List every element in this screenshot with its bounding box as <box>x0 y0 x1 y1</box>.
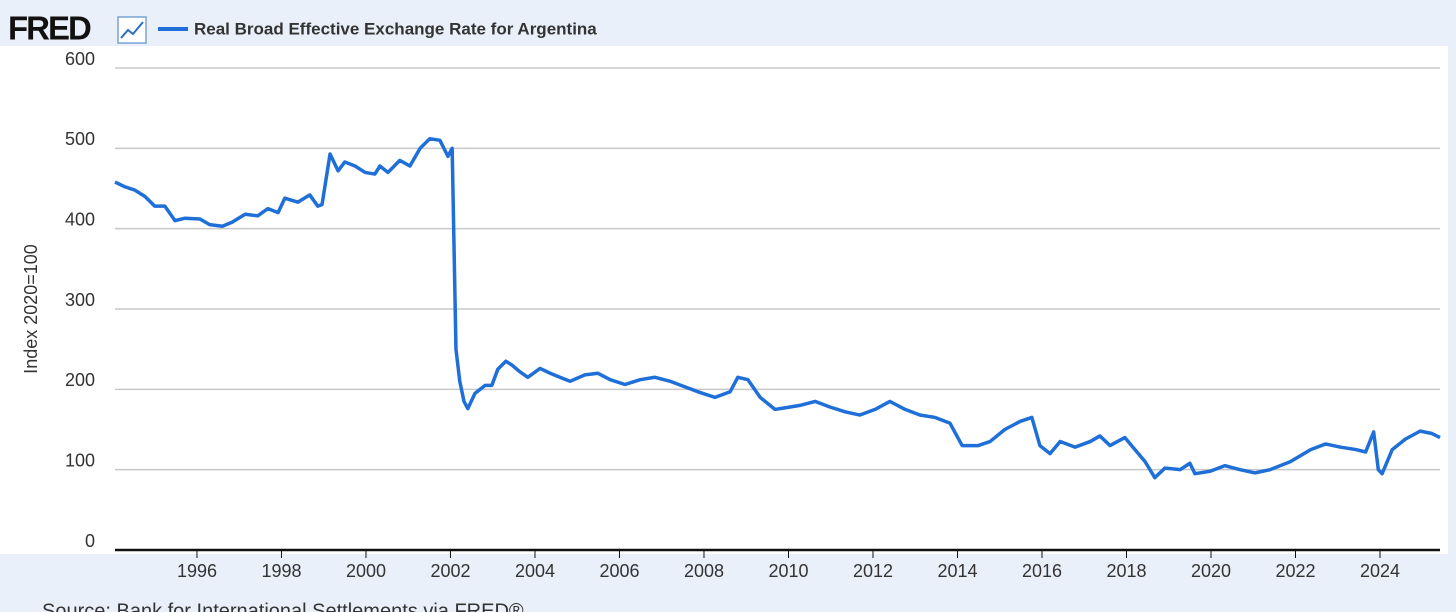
x-tick-label: 1998 <box>261 561 301 581</box>
logo-icon <box>117 16 147 44</box>
x-tick-label: 2000 <box>346 561 386 581</box>
x-tick-label: 2014 <box>937 561 977 581</box>
x-tick-label: 2004 <box>515 561 555 581</box>
source-note: Source: Bank for International Settlemen… <box>42 600 524 612</box>
y-tick-label: 500 <box>65 129 95 149</box>
x-tick-label: 2002 <box>430 561 470 581</box>
x-tick-label: 2016 <box>1022 561 1062 581</box>
x-tick-label: 2008 <box>684 561 724 581</box>
y-tick-label: 400 <box>65 209 95 229</box>
y-tick-label: 600 <box>65 49 95 69</box>
brand-logo: FRED <box>8 10 91 47</box>
plot-panel <box>0 46 1448 554</box>
y-tick-label: 100 <box>65 450 95 470</box>
x-tick-label: 2018 <box>1106 561 1146 581</box>
x-tick-label: 2024 <box>1360 561 1400 581</box>
x-tick-label: 1996 <box>177 561 217 581</box>
legend-label: Real Broad Effective Exchange Rate for A… <box>194 19 597 38</box>
y-tick-label: 0 <box>85 531 95 551</box>
y-axis-label: Index 2020=100 <box>21 244 41 374</box>
x-tick-label: 2020 <box>1191 561 1231 581</box>
y-tick-label: 200 <box>65 370 95 390</box>
x-tick-label: 2010 <box>768 561 808 581</box>
y-tick-label: 300 <box>65 290 95 310</box>
x-tick-label: 2012 <box>853 561 893 581</box>
data-line <box>114 136 1441 480</box>
x-tick-label: 2022 <box>1275 561 1315 581</box>
x-tick-label: 2006 <box>599 561 639 581</box>
